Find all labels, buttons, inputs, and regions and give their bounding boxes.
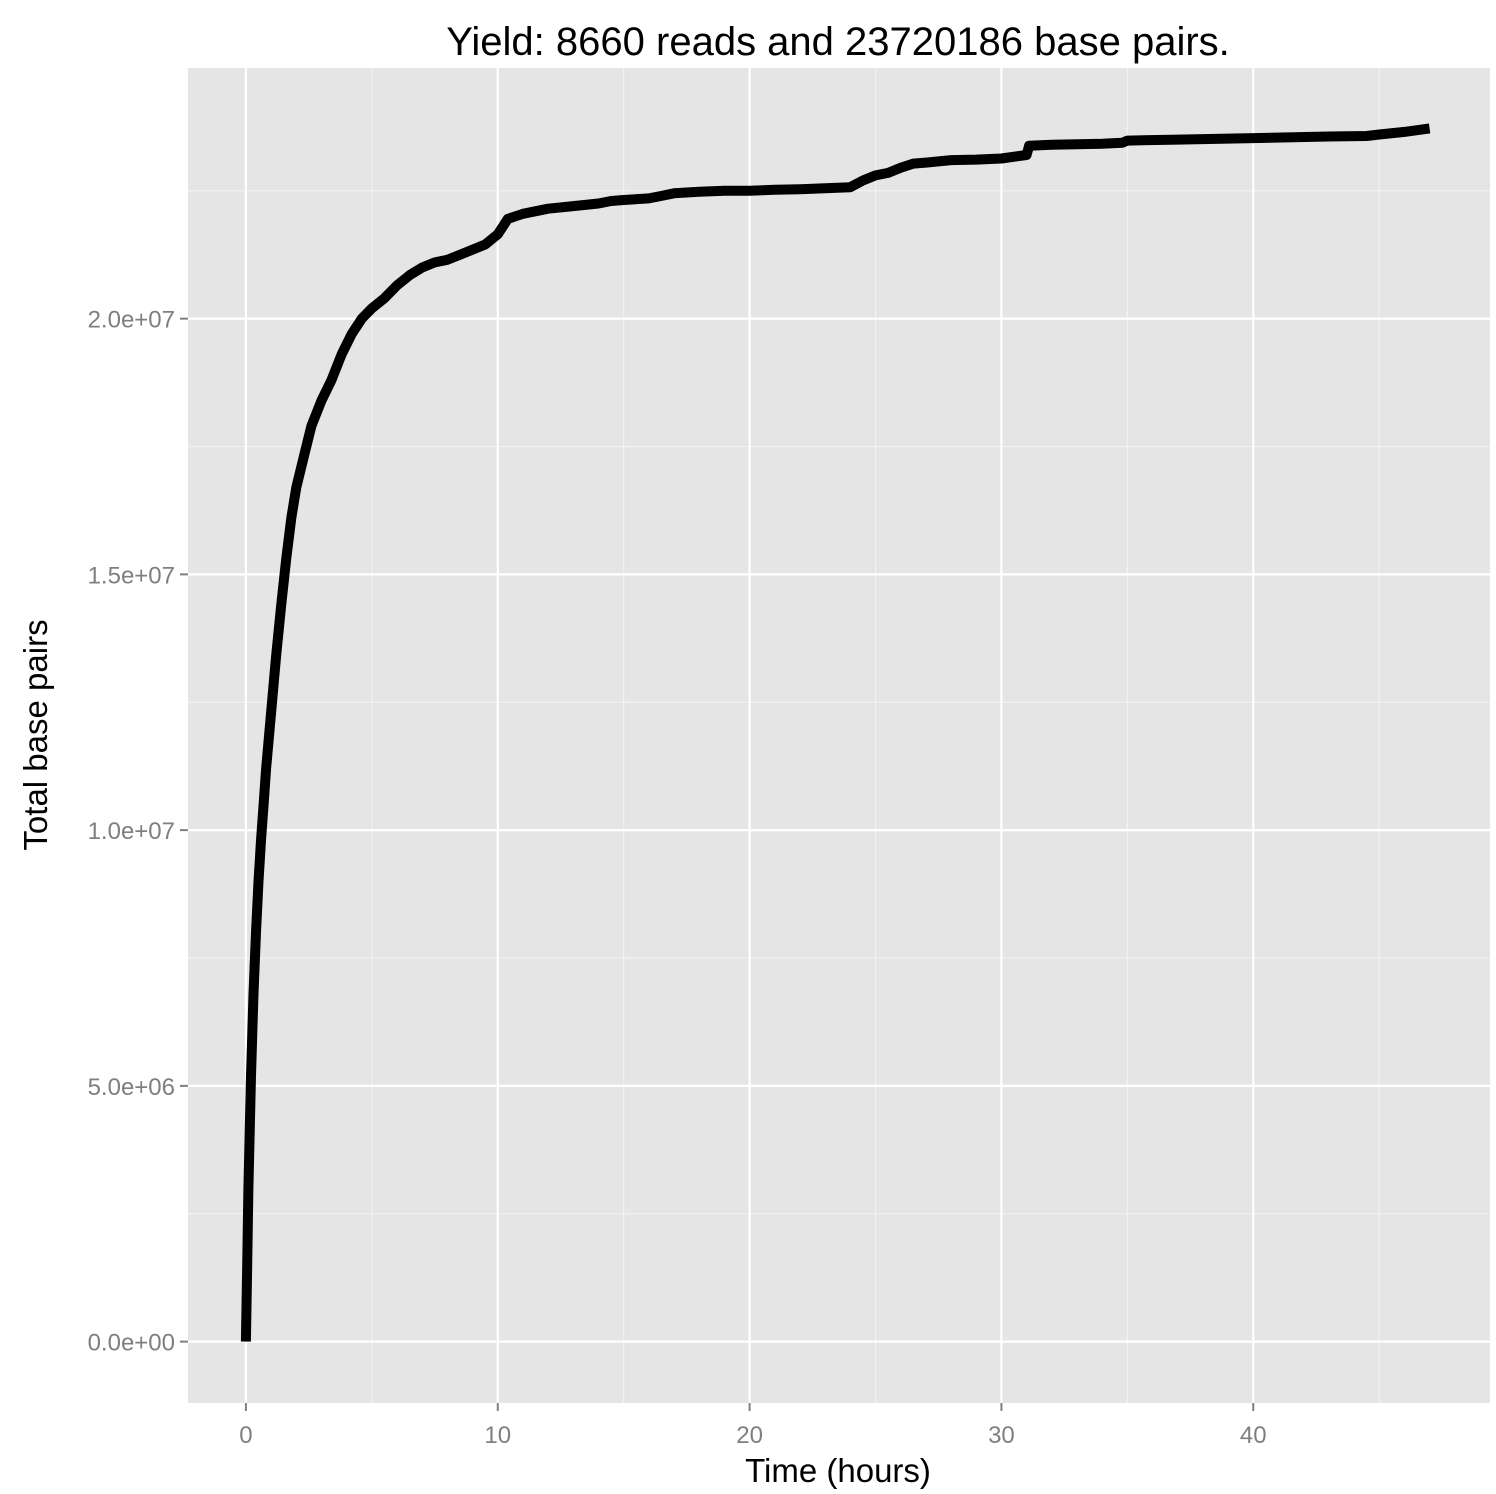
- y-tick-label: 1.5e+07: [88, 562, 175, 589]
- x-tick-label: 0: [239, 1422, 252, 1449]
- x-axis-title: Time (hours): [745, 1452, 931, 1489]
- x-tick-label: 20: [736, 1422, 763, 1449]
- x-tick-label: 40: [1240, 1422, 1267, 1449]
- y-tick-label: 5.0e+06: [88, 1074, 175, 1101]
- tick-marks: [180, 317, 1255, 1411]
- series-line: [240, 123, 1431, 1342]
- series-layer: [240, 123, 1431, 1342]
- x-tick-label: 30: [988, 1422, 1015, 1449]
- y-tick-labels: 0.0e+00 5.0e+06 1.0e+07 1.5e+07 2.0e+07: [88, 307, 175, 1357]
- y-tick-label: 1.0e+07: [88, 818, 175, 845]
- x-tick-label: 10: [484, 1422, 511, 1449]
- x-tick-labels: 0 10 20 30 40: [239, 1422, 1266, 1449]
- plot-panel: [188, 68, 1490, 1403]
- y-tick-label: 0.0e+00: [88, 1330, 175, 1357]
- y-axis-title: Total base pairs: [17, 619, 54, 850]
- chart-title: Yield: 8660 reads and 23720186 base pair…: [446, 20, 1230, 64]
- y-tick-label: 2.0e+07: [88, 307, 175, 334]
